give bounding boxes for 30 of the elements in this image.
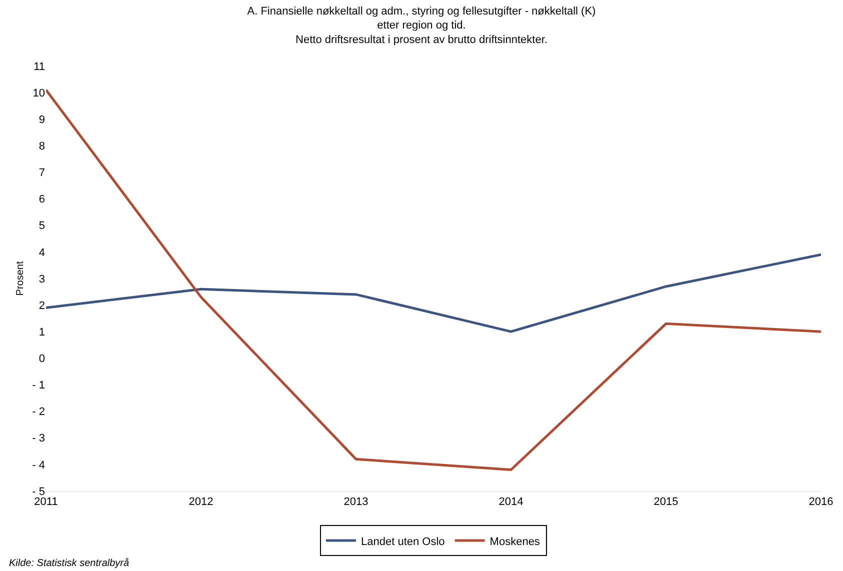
y-tick-label: 4 — [38, 246, 45, 259]
x-tick-label: 2015 — [654, 496, 678, 508]
line-series — [46, 253, 821, 333]
chart-title: A. Finansielle nøkkeltall og adm., styring og fellesutgifter - nøkkeltall (K) etter region og tid. Netto driftsresultat i prosent av brutto driftsinntekter. — [247, 5, 596, 46]
y-tick-label: 1 — [38, 326, 45, 338]
y-tick-label: - 2 — [32, 406, 45, 418]
y-tick-label: 6 — [38, 194, 45, 206]
y-tick-label: 9 — [38, 114, 45, 126]
y-tick-label: 0 — [38, 353, 45, 366]
y-axis-title: Prosent — [15, 261, 26, 296]
y-tick-label: 2 — [38, 300, 45, 312]
y-tick-label: 5 — [38, 220, 45, 232]
y-tick-label: - 1 — [32, 380, 45, 392]
x-tick-label: 2014 — [498, 496, 524, 508]
y-tick-label: - 5 — [32, 486, 45, 498]
x-tick-label: 2013 — [344, 496, 368, 508]
x-tick-label: 2012 — [188, 496, 214, 508]
line-series — [46, 88, 821, 471]
y-tick-label: 3 — [38, 273, 45, 286]
legend-label: Moskenes — [490, 536, 540, 548]
y-tick-label: 11 — [34, 60, 45, 73]
x-tick-label: 2016 — [808, 496, 834, 508]
y-tick-label: 7 — [38, 167, 45, 180]
y-tick-label: - 4 — [32, 459, 45, 472]
y-tick-label: 8 — [38, 140, 45, 153]
y-tick-label: - 3 — [32, 432, 45, 445]
legend-label: Landet uten Oslo — [361, 536, 445, 548]
x-tick-label: 2011 — [34, 496, 58, 508]
text: Kilde: Statistisk sentralbyrå — [9, 557, 130, 569]
y-tick-label: 10 — [32, 87, 45, 100]
